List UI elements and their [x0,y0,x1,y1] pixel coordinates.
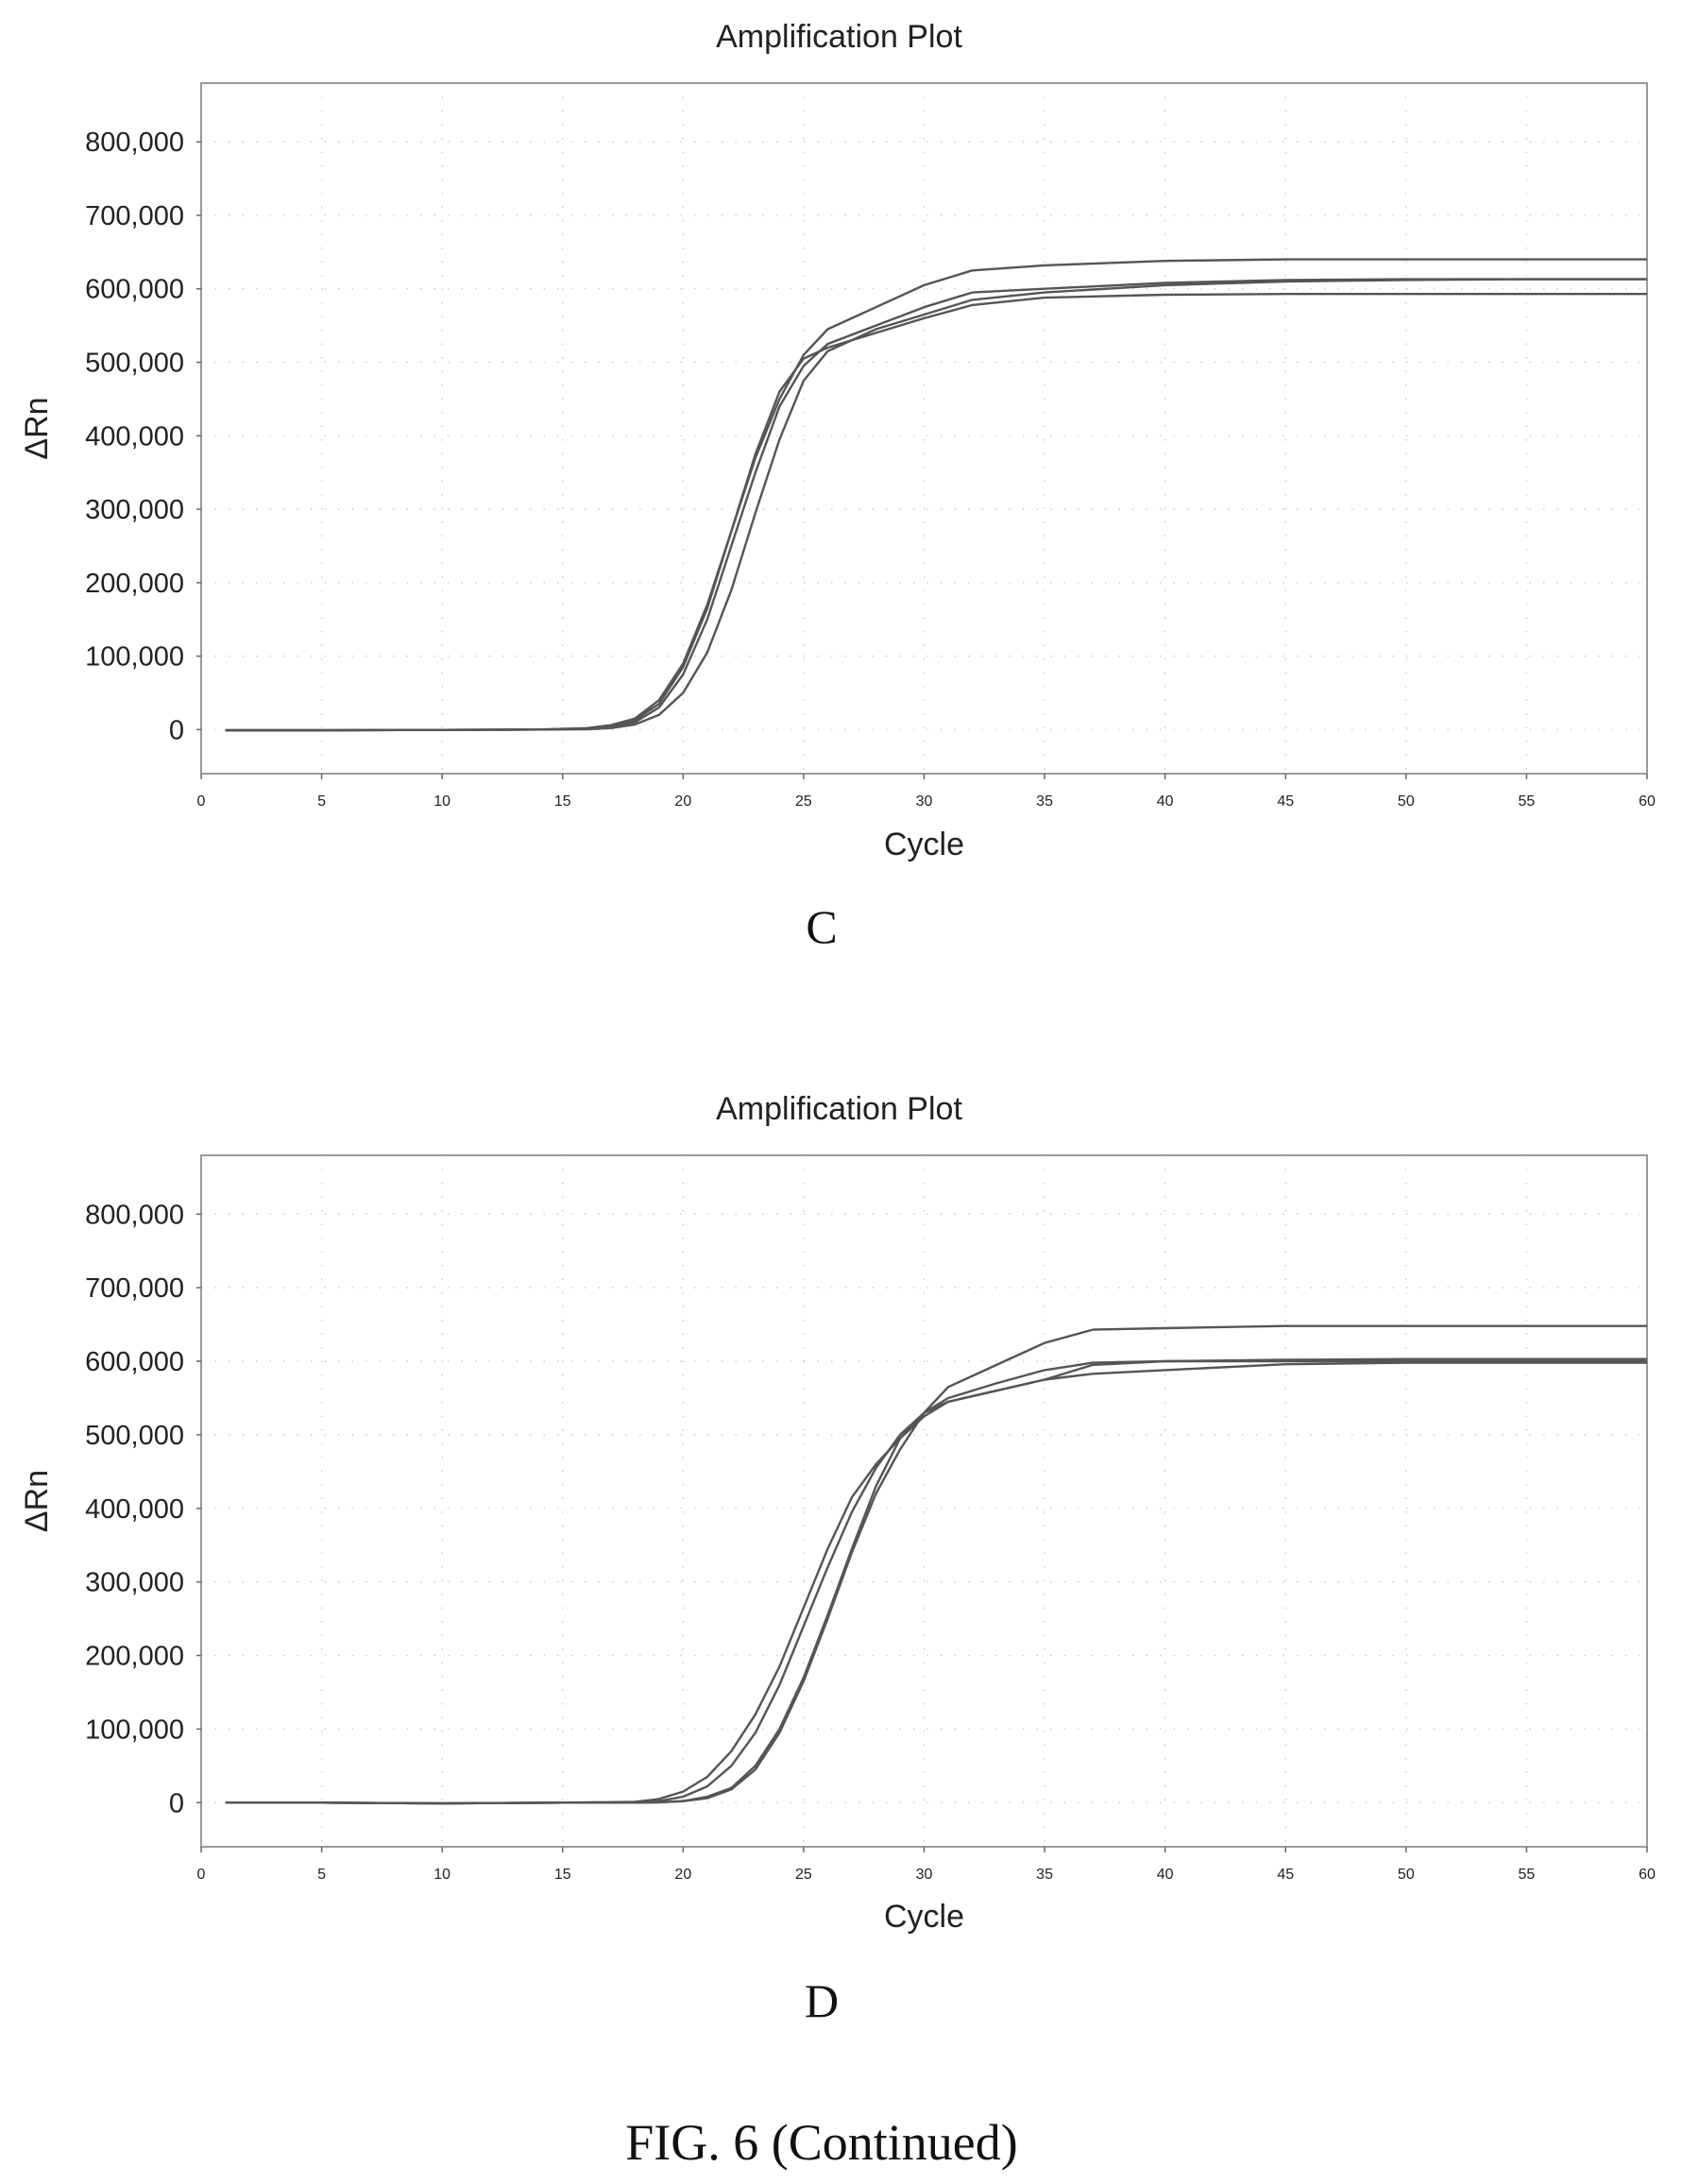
chart-panel-c: Amplification Plot 800,000 700,000 600,000 5… [19,19,1656,953]
panel-label: C [806,900,837,953]
amplification-curve-1 [225,258,1647,732]
amplification-curve-4 [225,278,1647,732]
amplification-curve-2 [225,278,1647,732]
panel-label: D [805,1974,839,2027]
y-tick-label: 500,000 [85,1421,184,1451]
y-tick-label: 600,000 [85,275,184,305]
x-tick-label: 5 [317,793,326,810]
x-tick-label: 10 [433,793,450,810]
y-tick-label: 200,000 [85,1642,184,1672]
x-tick-label: 15 [554,793,571,810]
y-tick-label: 800,000 [85,1200,184,1230]
amplification-curve-2 [225,1357,1647,1805]
y-tick-label: 800,000 [85,128,184,158]
amplification-curve-3 [225,1324,1647,1805]
y-tick-label: 300,000 [85,1568,184,1598]
x-tick-label: 25 [795,793,812,810]
chart-title: Amplification Plot [716,19,962,55]
plot-area-frame [200,82,1648,775]
y-tick-label: 300,000 [85,495,184,525]
x-tick-label: 10 [433,1867,450,1883]
x-tick-label: 0 [197,1867,206,1883]
chart-title: Amplification Plot [716,1091,962,1127]
x-tick-label: 55 [1519,1867,1536,1883]
x-tick-label: 30 [916,793,933,810]
y-tick-label: 200,000 [85,569,184,599]
chart-panel-d: Amplification Plot 800,000 700,000 600,000 5… [19,1091,1656,2027]
y-tick-label: 100,000 [85,642,184,673]
x-tick-label: 55 [1519,793,1536,810]
x-axis-title: Cycle [884,827,964,862]
y-tick-label: 0 [169,1788,184,1818]
y-tick-label: 500,000 [85,349,184,379]
x-tick-label: 0 [197,793,206,810]
x-tick-label: 45 [1277,793,1294,810]
x-tick-label: 25 [795,1867,812,1883]
x-tick-label: 40 [1157,1867,1174,1883]
x-tick-label: 60 [1639,1867,1656,1883]
y-tick-label: 400,000 [85,1494,184,1525]
x-tick-label: 35 [1036,793,1053,810]
y-tick-label: 700,000 [85,201,184,231]
x-tick-label: 50 [1398,793,1415,810]
y-axis-title: ΔRn [19,1470,55,1532]
amplification-curve-4 [225,1361,1647,1805]
x-tick-label: 35 [1036,1867,1053,1883]
figure-caption: FIG. 6 (Continued) [625,2114,1017,2171]
y-tick-label: 600,000 [85,1347,184,1377]
x-axis-title: Cycle [884,1899,964,1935]
x-tick-label: 20 [674,793,691,810]
amplification-curve-3 [225,293,1647,732]
x-tick-label: 15 [554,1867,571,1883]
x-tick-label: 50 [1398,1867,1415,1883]
x-tick-label: 40 [1157,793,1174,810]
y-tick-label: 100,000 [85,1715,184,1745]
x-tick-label: 30 [916,1867,933,1883]
x-tick-label: 5 [317,1867,326,1883]
y-tick-label: 400,000 [85,421,184,452]
y-tick-label: 700,000 [85,1273,184,1304]
y-axis-title: ΔRn [19,397,55,459]
x-tick-label: 20 [674,1867,691,1883]
y-tick-label: 0 [169,715,184,745]
x-tick-label: 60 [1639,793,1656,810]
plot-area-frame [200,1154,1648,1848]
x-tick-label: 45 [1277,1867,1294,1883]
